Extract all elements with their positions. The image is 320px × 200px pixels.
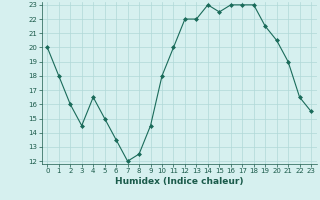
X-axis label: Humidex (Indice chaleur): Humidex (Indice chaleur) [115,177,244,186]
